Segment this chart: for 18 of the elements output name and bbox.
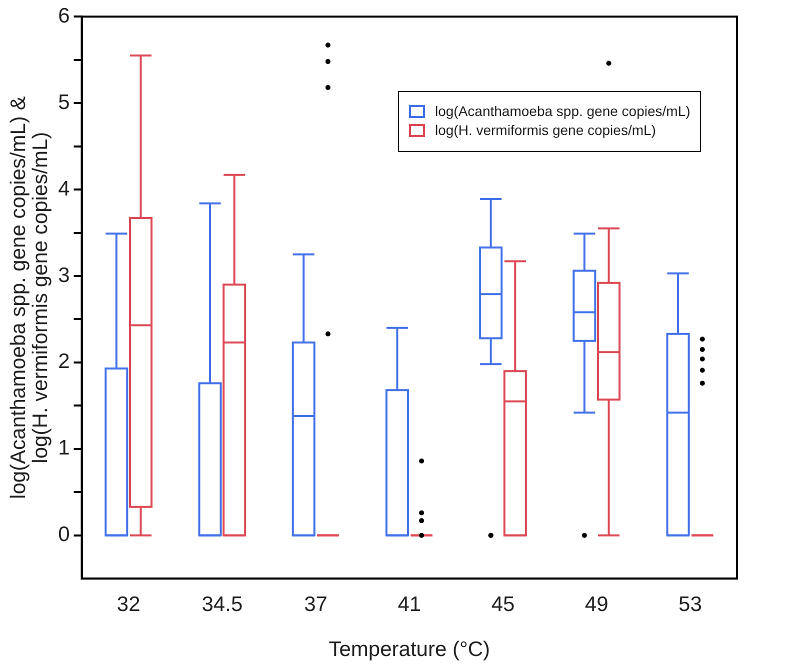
y-tick-label: 5: [58, 90, 70, 114]
x-tick-label: 53: [678, 592, 702, 616]
legend-label: log(H. vermiformis gene copies/mL): [435, 122, 656, 138]
y-tick-label: 3: [58, 264, 70, 287]
y-tick-label: 1: [58, 436, 70, 460]
y-tick-label: 4: [58, 177, 70, 200]
y-tick-label: 6: [58, 4, 70, 28]
x-tick-label: 45: [491, 592, 515, 616]
x-tick-label: 49: [584, 592, 608, 616]
x-tick-label: 41: [398, 592, 422, 616]
y-tick-label: 2: [58, 350, 70, 374]
legend-label: log(Acanthamoeba spp. gene copies/mL): [435, 103, 690, 119]
x-tick-label: 37: [304, 592, 328, 616]
x-axis-title: Temperature (°C): [328, 638, 490, 662]
x-tick-label: 32: [116, 592, 140, 616]
y-tick-label: 0: [58, 523, 70, 546]
y-axis-title: log(Acanthamoeba spp. gene copies/mL) & log(H. vermiformis gene copies/mL): [6, 96, 52, 499]
x-tick-label: 34.5: [202, 592, 243, 616]
